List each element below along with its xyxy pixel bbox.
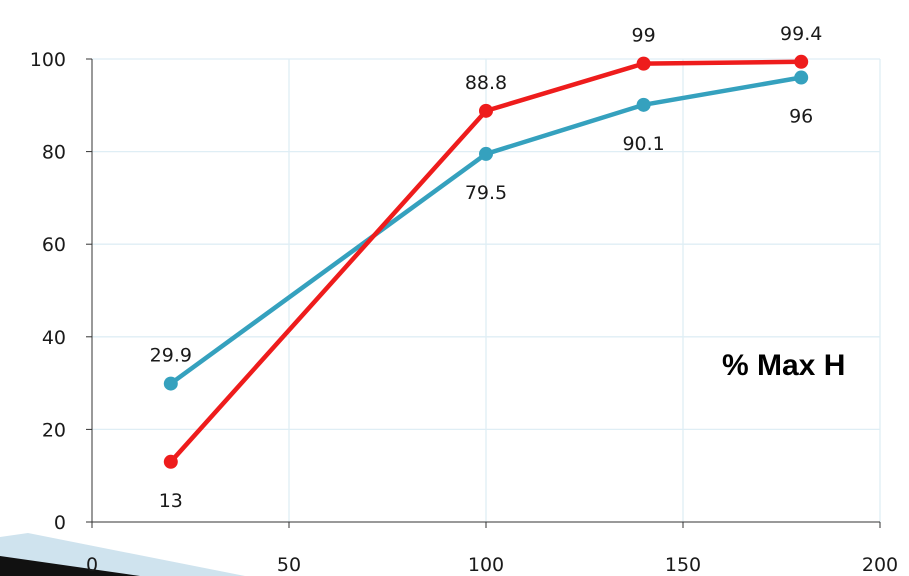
series-2-point (479, 103, 493, 118)
series-1-data-label: 90.1 (622, 133, 664, 155)
y-tick-label: 80 (42, 142, 66, 164)
x-tick-label: 100 (468, 554, 504, 576)
series-2-line (168, 59, 804, 465)
series-1-line (168, 75, 804, 386)
series-1-point (163, 376, 178, 391)
series-2-data-label: 88.8 (465, 72, 507, 94)
series-2-data-label: 13 (159, 490, 183, 512)
y-tick-label: 40 (42, 327, 66, 349)
data-labels: 29.9 79.5 90.1 96 13 88.8 99 99.4 (150, 23, 823, 512)
series-group (163, 54, 809, 469)
tick-labels: 0 20 40 60 80 100 0 50 100 150 200 (30, 49, 898, 576)
y-tick-label: 0 (54, 512, 66, 534)
corner-decoration-dark (0, 556, 140, 576)
x-tick-label: 150 (665, 554, 701, 576)
series-1-data-label: 96 (789, 106, 813, 128)
series-1-point (794, 70, 809, 85)
series-2-data-label: 99 (632, 25, 656, 47)
series-1-point (636, 97, 651, 112)
grid-lines (92, 58, 881, 522)
x-tick-label: 0 (86, 554, 98, 576)
x-tick-label: 200 (862, 554, 898, 576)
y-tick-label: 20 (42, 419, 66, 441)
series-1-data-label: 79.5 (465, 182, 507, 204)
chart-annotation: % Max H (722, 349, 845, 382)
series-2-point (163, 454, 178, 469)
series-2-point (794, 54, 809, 69)
x-tick-label: 50 (277, 554, 301, 576)
series-1-data-label: 29.9 (150, 345, 192, 367)
y-tick-label: 100 (30, 49, 66, 71)
series-2-point (636, 56, 651, 71)
series-2-data-label: 99.4 (780, 23, 822, 45)
axes (86, 58, 881, 528)
series-1-point (479, 146, 493, 161)
y-tick-label: 60 (42, 234, 66, 256)
